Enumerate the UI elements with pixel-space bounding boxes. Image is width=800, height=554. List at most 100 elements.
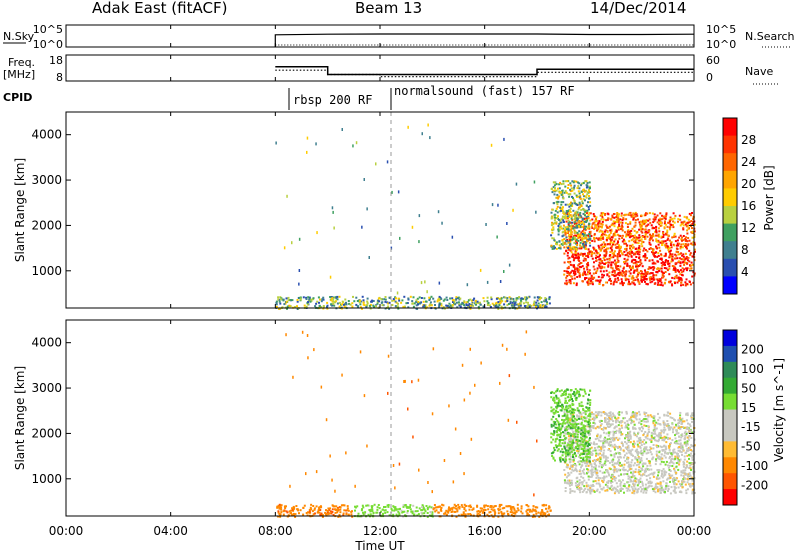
range-cell <box>684 252 687 255</box>
range-cell <box>592 485 595 487</box>
range-cell <box>629 245 632 248</box>
range-cell <box>610 236 613 239</box>
range-cell <box>596 433 599 436</box>
range-cell <box>573 490 576 493</box>
range-cell <box>567 267 570 269</box>
range-cell <box>652 268 655 271</box>
range-cell <box>590 235 593 237</box>
range-cell <box>628 250 631 253</box>
range-cell <box>632 420 635 423</box>
range-cell <box>589 230 592 233</box>
range-cell <box>587 488 590 491</box>
range-cell <box>588 282 591 285</box>
range-cell <box>640 459 642 462</box>
range-cell <box>384 509 387 512</box>
range-cell <box>278 503 281 506</box>
range-cell <box>634 213 637 216</box>
range-cell <box>595 482 598 485</box>
range-cell <box>648 248 651 250</box>
cpid-segment-normalsound: normalsound (fast) 157 RF <box>394 84 575 98</box>
range-cell <box>612 487 615 490</box>
range-cell <box>649 451 652 454</box>
range-cell <box>568 214 571 217</box>
range-cell <box>610 459 613 462</box>
range-cell <box>612 283 615 286</box>
range-cell <box>584 462 587 465</box>
range-cell <box>604 253 607 256</box>
range-cell <box>331 206 334 210</box>
range-cell <box>585 248 588 250</box>
range-cell <box>552 237 555 240</box>
range-cell <box>664 423 667 426</box>
range-cell <box>279 513 282 516</box>
range-cell <box>622 218 625 221</box>
range-cell <box>557 197 560 200</box>
range-cell <box>623 273 626 276</box>
range-cell <box>563 215 566 218</box>
range-cell <box>625 410 628 413</box>
range-cell <box>582 254 584 257</box>
range-cell <box>611 214 614 217</box>
range-cell <box>681 261 684 264</box>
range-cell <box>472 304 475 307</box>
range-cell <box>588 195 590 197</box>
range-cell <box>636 458 639 461</box>
range-cell <box>610 256 613 259</box>
range-cell <box>517 509 520 512</box>
range-cell <box>660 253 663 256</box>
range-cell <box>611 477 614 480</box>
range-cell <box>541 504 544 507</box>
range-cell <box>660 283 663 286</box>
colorbar-swatch <box>723 118 737 137</box>
range-cell <box>656 486 659 489</box>
range-cell <box>627 449 630 452</box>
range-cell <box>562 224 565 227</box>
range-cell <box>579 491 582 494</box>
range-cell <box>628 451 631 454</box>
range-cell <box>347 509 350 512</box>
range-cell <box>381 304 384 307</box>
range-cell <box>654 218 657 221</box>
range-cell <box>691 479 694 482</box>
range-cell <box>655 216 658 219</box>
range-cell <box>615 218 618 221</box>
range-cell <box>686 414 689 417</box>
range-cell <box>590 475 593 478</box>
range-cell <box>639 446 642 449</box>
range-cell <box>565 279 568 282</box>
range-cell <box>560 183 563 186</box>
range-cell <box>533 296 536 299</box>
range-cell <box>578 481 581 484</box>
range-cell <box>612 458 615 461</box>
range-cell <box>607 426 610 428</box>
range-cell <box>608 233 611 236</box>
range-cell <box>686 240 689 243</box>
range-cell <box>612 464 615 467</box>
range-cell <box>432 506 435 509</box>
range-cell <box>615 262 618 264</box>
range-cell <box>679 484 682 487</box>
range-cell <box>572 259 575 262</box>
range-cell <box>664 486 667 489</box>
range-cell <box>669 461 672 464</box>
range-cell <box>666 261 669 264</box>
range-cell <box>603 426 605 429</box>
range-cell <box>682 255 685 258</box>
range-cell <box>644 462 646 465</box>
range-cell <box>569 440 571 443</box>
range-cell <box>568 205 571 208</box>
range-cell <box>596 474 599 477</box>
range-cell <box>662 241 665 244</box>
range-cell <box>602 481 605 484</box>
range-cell <box>667 488 670 490</box>
range-cell <box>527 508 530 511</box>
range-cell <box>587 252 589 255</box>
range-cell <box>469 506 472 508</box>
range-cell <box>580 182 583 185</box>
range-cell <box>554 246 556 249</box>
range-cell <box>416 510 419 513</box>
range-cell <box>643 450 646 453</box>
range-cell <box>679 417 681 420</box>
colorbar-swatch <box>723 206 737 225</box>
range-cell <box>595 443 598 446</box>
